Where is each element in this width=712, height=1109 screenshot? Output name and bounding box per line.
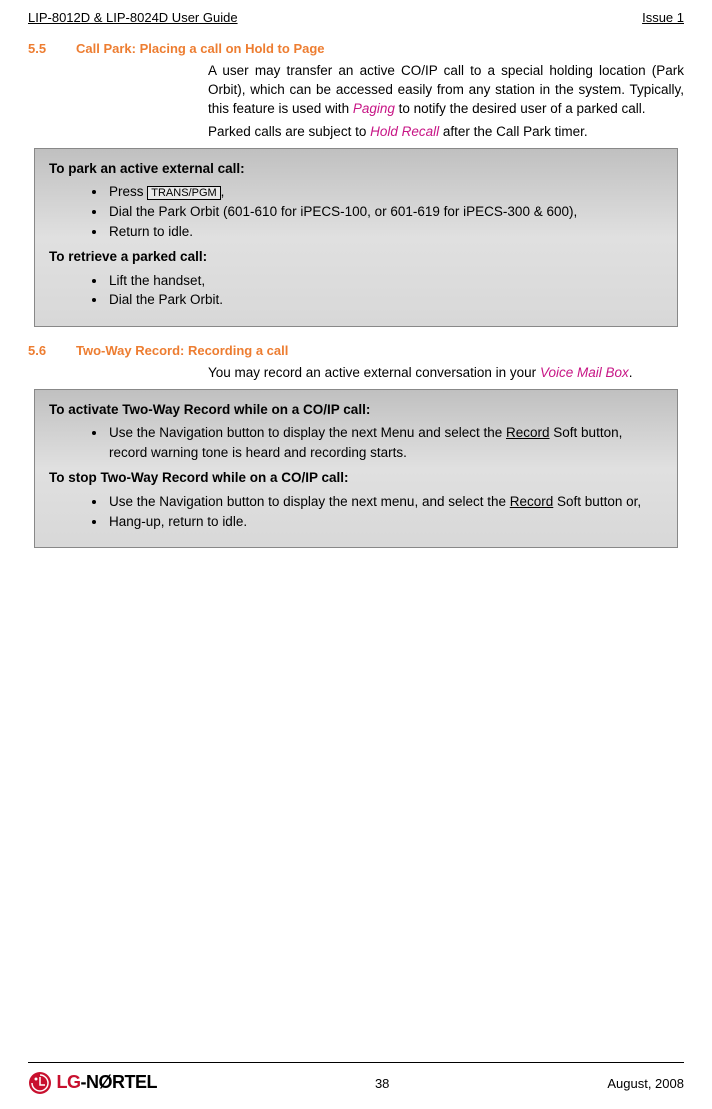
section-5-5-para-1: A user may transfer an active CO/IP call… (208, 62, 684, 119)
logo: LG-NØRTEL (28, 1071, 157, 1095)
section-num: 5.6 (28, 343, 76, 358)
instruction-box-park: To park an active external call: Press T… (34, 148, 678, 327)
logo-nortel-text: NØRTEL (86, 1072, 157, 1092)
header-right: Issue 1 (642, 10, 684, 25)
box2-heading2: To stop Two-Way Record while on a CO/IP … (49, 468, 663, 488)
box1-heading1: To park an active external call: (49, 159, 663, 179)
section-5-6-para-1: You may record an active external conver… (208, 364, 684, 383)
list-item: Use the Navigation button to display the… (107, 492, 663, 512)
softbutton-record: Record (506, 425, 550, 440)
text-fragment: Press (109, 184, 147, 199)
lg-circle-icon (28, 1071, 52, 1095)
box1-list2: Lift the handset, Dial the Park Orbit. (107, 271, 663, 310)
link-hold-recall[interactable]: Hold Recall (370, 124, 439, 139)
text-fragment: , (221, 184, 225, 199)
list-item: Dial the Park Orbit (601-610 for iPECS-1… (107, 202, 663, 222)
list-item: Lift the handset, (107, 271, 663, 291)
page-number: 38 (375, 1076, 389, 1091)
link-voice-mail-box[interactable]: Voice Mail Box (540, 365, 629, 380)
footer-date: August, 2008 (607, 1076, 684, 1091)
text-fragment: Use the Navigation button to display the… (109, 425, 506, 440)
text-fragment: to notify the desired user of a parked c… (395, 101, 646, 116)
key-trans-pgm: TRANS/PGM (147, 186, 220, 200)
list-item: Hang-up, return to idle. (107, 512, 663, 532)
section-num: 5.5 (28, 41, 76, 56)
section-title: Two-Way Record: Recording a call (76, 343, 288, 358)
content-area: 5.5 Call Park: Placing a call on Hold to… (0, 29, 712, 548)
text-fragment: Use the Navigation button to display the… (109, 494, 510, 509)
section-title: Call Park: Placing a call on Hold to Pag… (76, 41, 325, 56)
list-item: Return to idle. (107, 222, 663, 242)
text-fragment: You may record an active external conver… (208, 365, 540, 380)
box1-heading2: To retrieve a parked call: (49, 247, 663, 267)
list-item: Press TRANS/PGM, (107, 182, 663, 202)
link-paging[interactable]: Paging (353, 101, 395, 116)
section-heading-5-6: 5.6 Two-Way Record: Recording a call (28, 343, 684, 358)
section-heading-5-5: 5.5 Call Park: Placing a call on Hold to… (28, 41, 684, 56)
box2-heading1: To activate Two-Way Record while on a CO… (49, 400, 663, 420)
text-fragment: Parked calls are subject to (208, 124, 370, 139)
header-left: LIP-8012D & LIP-8024D User Guide (28, 10, 238, 25)
text-fragment: after the Call Park timer. (439, 124, 588, 139)
page-header: LIP-8012D & LIP-8024D User Guide Issue 1 (0, 0, 712, 29)
list-item: Use the Navigation button to display the… (107, 423, 663, 462)
section-5-5-para-2: Parked calls are subject to Hold Recall … (208, 123, 684, 142)
softbutton-record: Record (510, 494, 554, 509)
box2-list1: Use the Navigation button to display the… (107, 423, 663, 462)
text-fragment: . (629, 365, 633, 380)
list-item: Dial the Park Orbit. (107, 290, 663, 310)
page-footer: LG-NØRTEL 38 August, 2008 (28, 1062, 684, 1109)
instruction-box-record: To activate Two-Way Record while on a CO… (34, 389, 678, 548)
text-fragment: Soft button or, (553, 494, 641, 509)
logo-lg-text: LG (57, 1072, 81, 1092)
box2-list2: Use the Navigation button to display the… (107, 492, 663, 531)
box1-list1: Press TRANS/PGM, Dial the Park Orbit (60… (107, 182, 663, 241)
